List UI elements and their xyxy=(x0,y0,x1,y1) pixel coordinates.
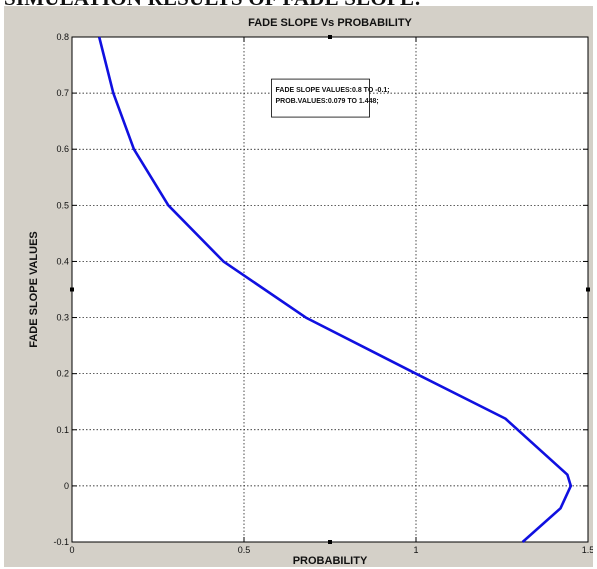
y-tick-label: 0.7 xyxy=(56,88,69,98)
x-tick-label: 0.5 xyxy=(238,545,251,555)
annotation-frame xyxy=(271,78,370,118)
annotation-line-1: FADE SLOPE VALUES:0.8 TO -0.1; xyxy=(276,87,390,94)
annotation-line-2: PROB.VALUES:0.079 TO 1.448; xyxy=(276,98,379,105)
fade-slope-chart: 0 0.5 1 1.5 -0.100.10.20.30.40.50.60.70.8 F… xyxy=(28,17,593,567)
plot-area xyxy=(71,36,589,543)
x-tick-label: 0 xyxy=(69,545,74,555)
y-tick-label: 0.2 xyxy=(56,369,69,379)
x-tick-labels: 0 0.5 1 1.5 xyxy=(69,545,593,555)
figure-window: 0 0.5 1 1.5 -0.1 0 0.1 0.2 0.3 0.4 0.5 0.6 0.7 0.8 F… xyxy=(4,6,593,567)
x-axis-title: PROBABILITY xyxy=(293,555,368,567)
edge-marker xyxy=(328,540,332,544)
y-tick-label: 0.1 xyxy=(56,425,69,435)
edge-markers xyxy=(70,35,590,544)
y-tick-label: 0 xyxy=(64,481,69,491)
edge-marker xyxy=(586,287,590,292)
edge-marker xyxy=(328,35,332,39)
x-tick-label: 1.5 xyxy=(582,545,593,555)
y-tick-label: 0.4 xyxy=(56,256,69,266)
chart-title: FADE SLOPE Vs PROBABILITY xyxy=(248,17,412,29)
edge-marker xyxy=(70,287,74,292)
annotation-box: FADE SLOPE VALUES:0.8 TO -0.1; PROB.VALU… xyxy=(271,78,390,118)
axis-ticks xyxy=(71,36,589,543)
y-tick-label: 0.3 xyxy=(56,313,69,323)
y-tick-label: 0.8 xyxy=(56,32,69,42)
y-tick-labels: -0.1 0 0.1 0.2 0.3 0.4 0.5 0.6 0.7 0.8 xyxy=(53,32,69,547)
y-tick-label: -0.1 xyxy=(53,537,69,547)
grid-lines xyxy=(72,37,588,542)
y-tick-label: 0.5 xyxy=(56,200,69,210)
page-heading: SIMULATION RESULTS OF FADE SLOPE: xyxy=(0,0,597,10)
y-axis-title: FADE SLOPE VALUES xyxy=(28,231,40,348)
x-tick-label: 1 xyxy=(413,545,418,555)
fade-slope-series-line xyxy=(97,36,573,543)
y-tick-label: 0.6 xyxy=(56,144,69,154)
